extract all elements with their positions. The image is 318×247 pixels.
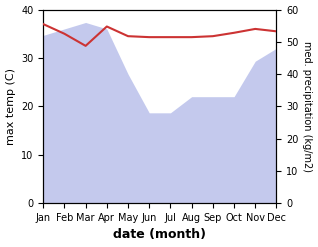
- X-axis label: date (month): date (month): [113, 228, 206, 242]
- Y-axis label: med. precipitation (kg/m2): med. precipitation (kg/m2): [302, 41, 313, 172]
- Y-axis label: max temp (C): max temp (C): [5, 68, 16, 145]
